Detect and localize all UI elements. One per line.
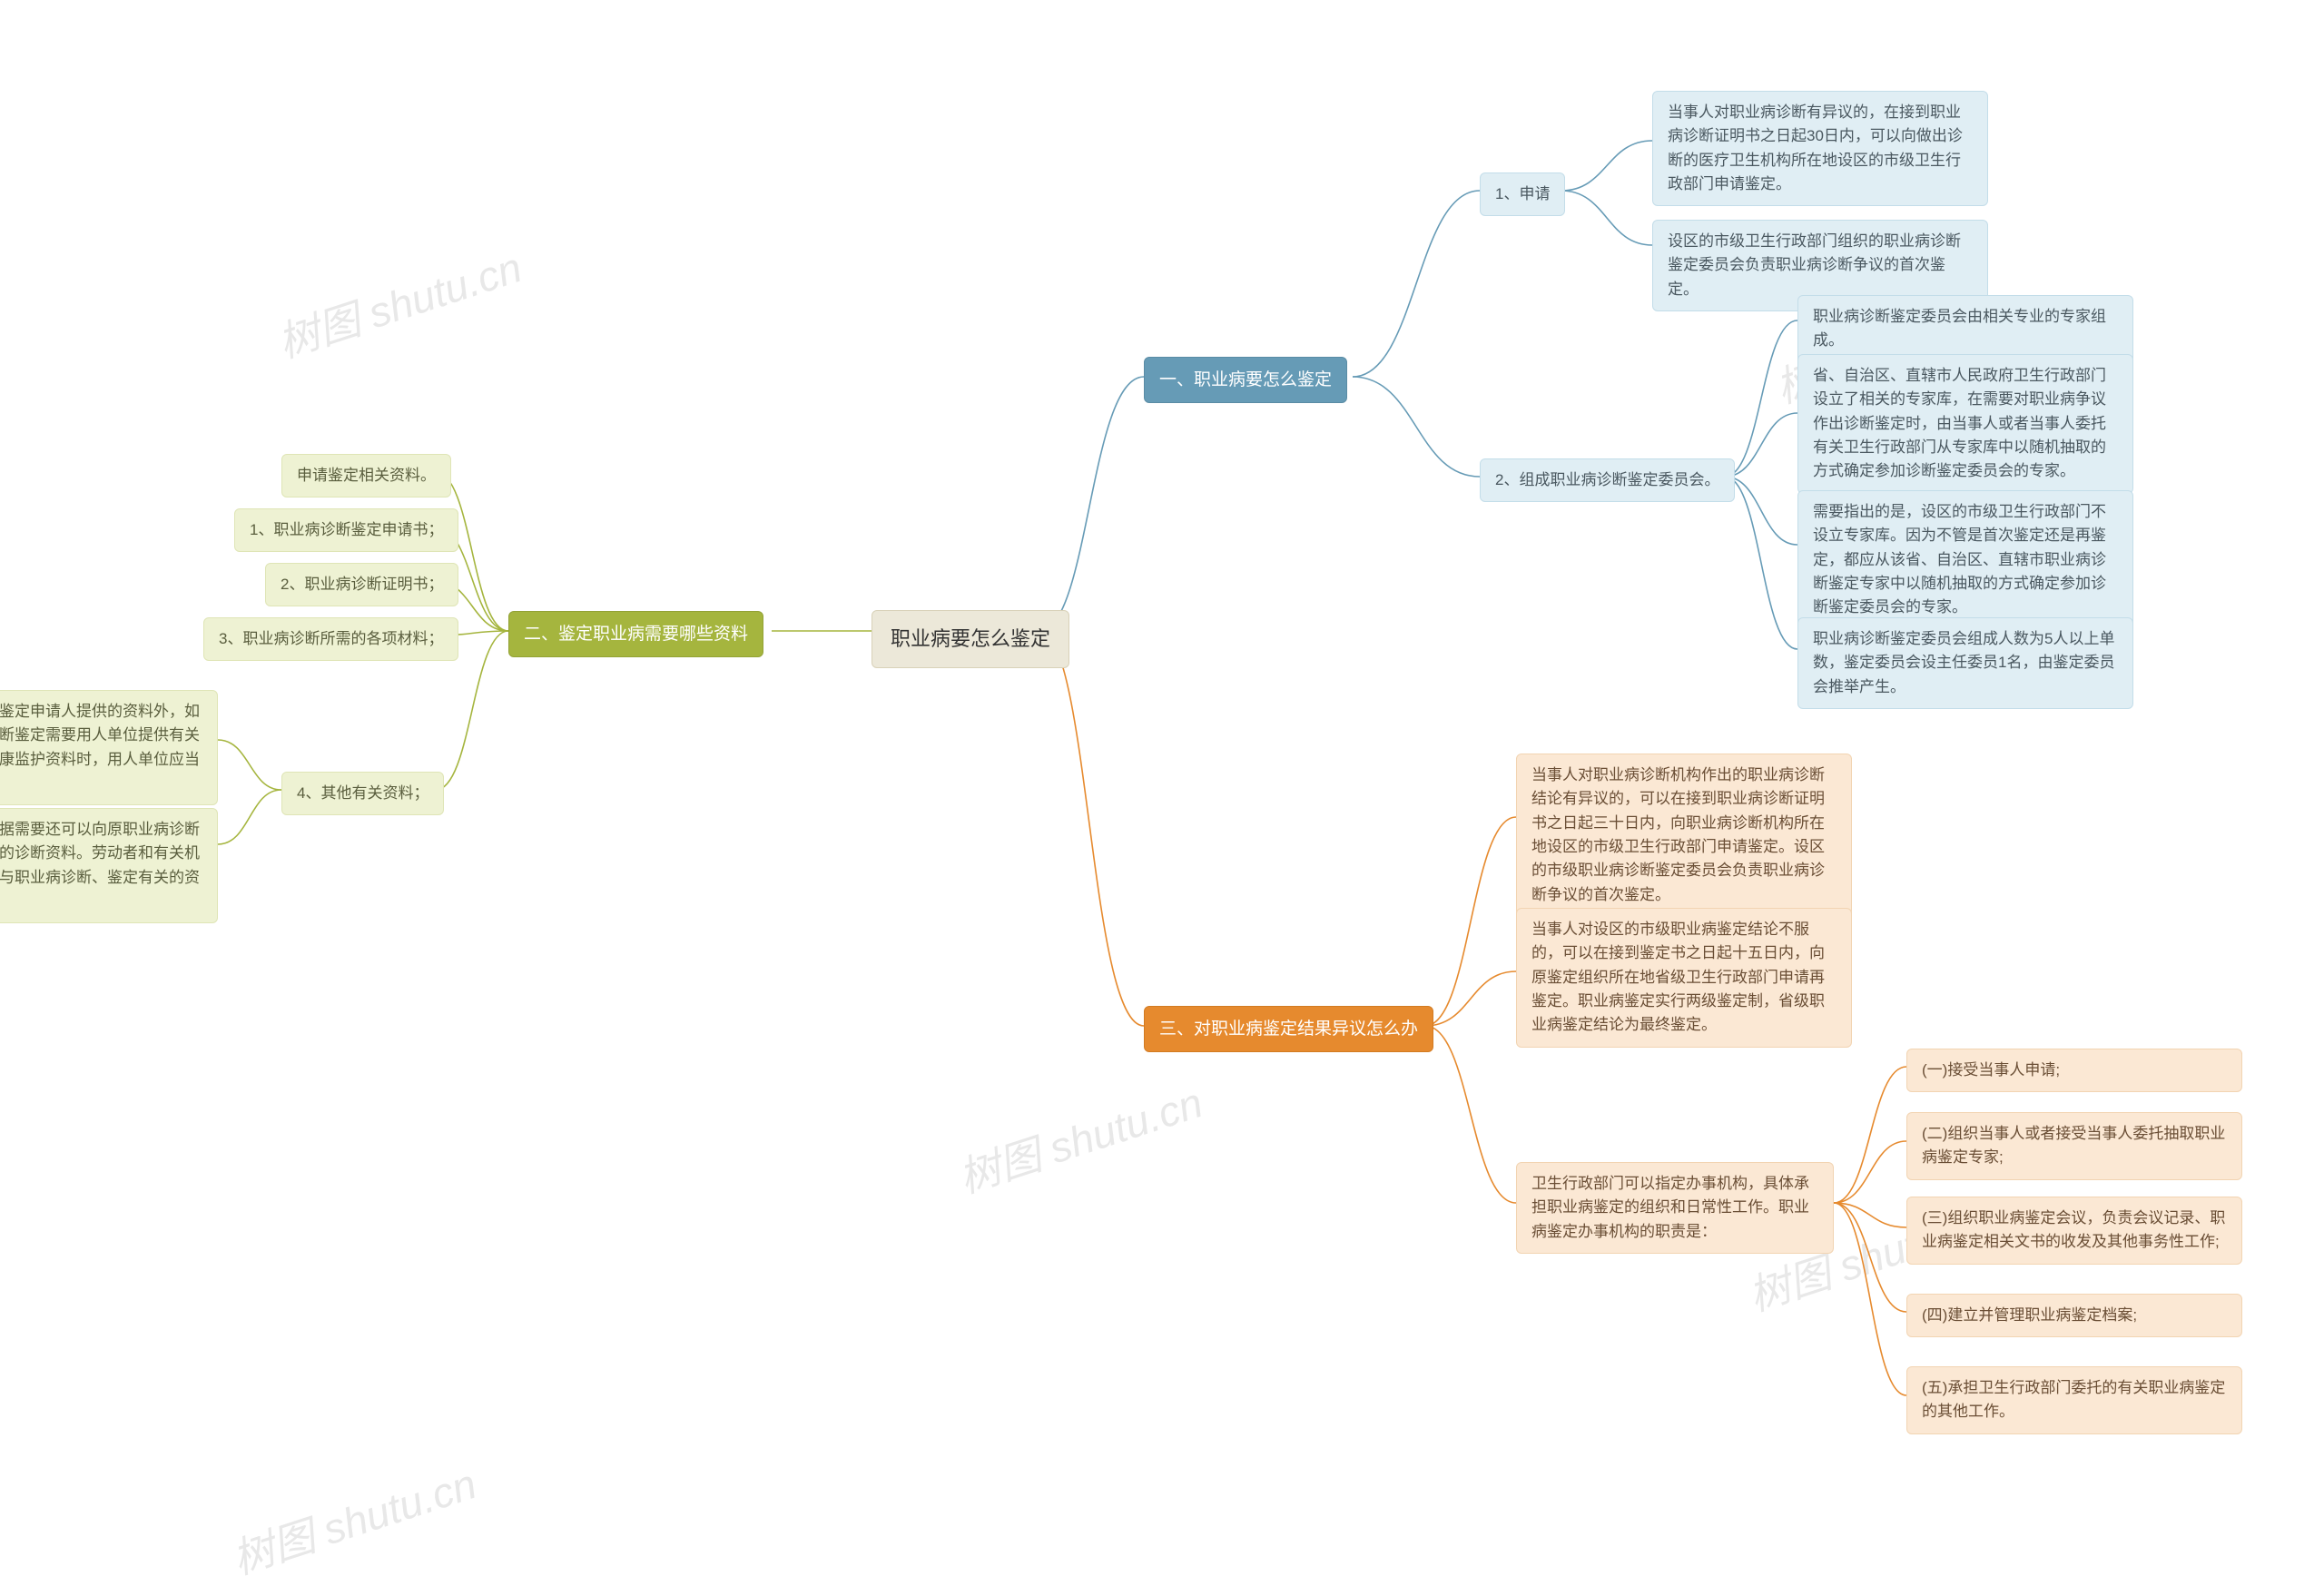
b1-n2-c3: 需要指出的是，设区的市级卫生行政部门不设立专家库。因为不管是首次鉴定还是再鉴定，…	[1797, 490, 2133, 630]
branch-1[interactable]: 一、职业病要怎么鉴定	[1144, 357, 1347, 403]
b3-n3[interactable]: 卫生行政部门可以指定办事机构，具体承担职业病鉴定的组织和日常性工作。职业病鉴定办…	[1516, 1162, 1834, 1254]
b3-n3-c4: (四)建立并管理职业病鉴定档案;	[1906, 1294, 2242, 1337]
b2-n4-c1: 除职业病诊断鉴定申请人提供的资料外，如果因职业病诊断鉴定需要用人单位提供有关职业…	[0, 690, 218, 805]
b1-n1-c1: 当事人对职业病诊断有异议的，在接到职业病诊断证明书之日起30日内，可以向做出诊断…	[1652, 91, 1988, 206]
branch-3[interactable]: 三、对职业病鉴定结果异议怎么办	[1144, 1006, 1433, 1052]
b2-c0: 申请鉴定相关资料。	[281, 454, 451, 497]
b2-n4[interactable]: 4、其他有关资料；	[281, 772, 444, 815]
b3-n3-c2: (二)组织当事人或者接受当事人委托抽取职业病鉴定专家;	[1906, 1112, 2242, 1180]
b3-n3-c5: (五)承担卫生行政部门委托的有关职业病鉴定的其他工作。	[1906, 1366, 2242, 1434]
b2-c3: 3、职业病诊断所需的各项材料；	[203, 617, 458, 661]
b2-c2: 2、职业病诊断证明书；	[265, 563, 458, 606]
b1-n2-c1: 职业病诊断鉴定委员会由相关专业的专家组成。	[1797, 295, 2133, 363]
branch-2[interactable]: 二、鉴定职业病需要哪些资料	[508, 611, 763, 657]
b3-n3-c3: (三)组织职业病鉴定会议，负责会议记录、职业病鉴定相关文书的收发及其他事务性工作…	[1906, 1197, 2242, 1265]
b2-c1: 1、职业病诊断鉴定申请书；	[234, 508, 458, 552]
watermark: 树图 shutu.cn	[950, 1070, 1209, 1206]
b1-n2[interactable]: 2、组成职业病诊断鉴定委员会。	[1480, 458, 1735, 502]
watermark: 树图 shutu.cn	[224, 1452, 483, 1586]
watermark: 树图 shutu.cn	[270, 235, 528, 370]
b3-c1: 当事人对职业病诊断机构作出的职业病诊断结论有异议的，可以在接到职业病诊断证明书之…	[1516, 754, 1852, 917]
b2-n4-c2: 鉴定委员会根据需要还可以向原职业病诊断机构调阅有关的诊断资料。劳动者和有关机构也…	[0, 808, 218, 923]
b1-n2-c2: 省、自治区、直辖市人民政府卫生行政部门设立了相关的专家库，在需要对职业病争议作出…	[1797, 354, 2133, 494]
b3-n3-c1: (一)接受当事人申请;	[1906, 1049, 2242, 1092]
b1-n2-c4: 职业病诊断鉴定委员会组成人数为5人以上单数，鉴定委员会设主任委员1名，由鉴定委员…	[1797, 617, 2133, 709]
b3-c2: 当事人对设区的市级职业病鉴定结论不服的，可以在接到鉴定书之日起十五日内，向原鉴定…	[1516, 908, 1852, 1048]
b1-n1[interactable]: 1、申请	[1480, 172, 1565, 216]
root-node[interactable]: 职业病要怎么鉴定	[872, 610, 1069, 668]
